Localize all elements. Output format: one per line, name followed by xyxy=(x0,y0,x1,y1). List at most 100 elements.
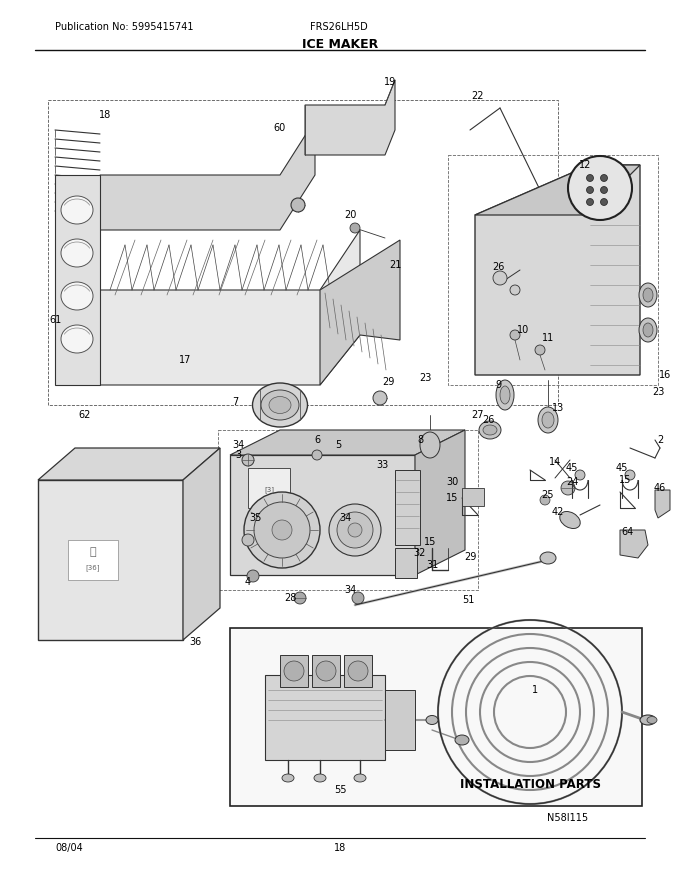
Ellipse shape xyxy=(269,397,291,414)
Text: 27: 27 xyxy=(472,410,484,420)
Text: 15: 15 xyxy=(619,475,631,485)
Circle shape xyxy=(352,592,364,604)
Circle shape xyxy=(247,570,259,582)
Text: 46: 46 xyxy=(654,483,666,493)
Text: N58I115: N58I115 xyxy=(547,813,589,823)
Ellipse shape xyxy=(500,386,510,404)
Ellipse shape xyxy=(314,774,326,782)
Text: 45: 45 xyxy=(566,463,578,473)
Polygon shape xyxy=(95,230,360,385)
Bar xyxy=(448,155,658,385)
Text: 18: 18 xyxy=(99,110,111,120)
Polygon shape xyxy=(55,175,100,385)
Text: 31: 31 xyxy=(426,560,438,570)
Bar xyxy=(395,470,420,545)
Ellipse shape xyxy=(483,425,497,435)
Polygon shape xyxy=(620,530,648,558)
Text: ⬜: ⬜ xyxy=(90,547,97,557)
Text: 55: 55 xyxy=(334,785,346,795)
Circle shape xyxy=(600,199,607,206)
Circle shape xyxy=(540,495,550,505)
Ellipse shape xyxy=(643,323,653,337)
Circle shape xyxy=(373,391,387,405)
Ellipse shape xyxy=(479,421,501,439)
Circle shape xyxy=(535,345,545,355)
Polygon shape xyxy=(230,430,465,455)
Bar xyxy=(230,628,642,806)
Ellipse shape xyxy=(647,716,657,723)
Text: 21: 21 xyxy=(389,260,401,270)
Ellipse shape xyxy=(252,383,307,427)
Ellipse shape xyxy=(61,196,93,224)
Text: 14: 14 xyxy=(549,457,561,467)
Circle shape xyxy=(337,512,373,548)
Circle shape xyxy=(493,271,507,285)
Circle shape xyxy=(561,481,575,495)
Text: INSTALLATION PARTS: INSTALLATION PARTS xyxy=(460,779,600,791)
Bar xyxy=(38,480,183,640)
Text: 24: 24 xyxy=(566,477,578,487)
Ellipse shape xyxy=(560,511,580,529)
Text: 12: 12 xyxy=(579,160,591,170)
Circle shape xyxy=(242,454,254,466)
Text: 26: 26 xyxy=(482,415,494,425)
Circle shape xyxy=(242,534,254,546)
Text: 60: 60 xyxy=(274,123,286,133)
Ellipse shape xyxy=(455,735,469,745)
Ellipse shape xyxy=(61,239,93,267)
Text: 26: 26 xyxy=(492,262,504,272)
Bar xyxy=(395,548,417,578)
Circle shape xyxy=(312,450,322,460)
Circle shape xyxy=(586,187,594,194)
Text: 19: 19 xyxy=(384,77,396,87)
Ellipse shape xyxy=(542,412,554,428)
Text: 28: 28 xyxy=(284,593,296,603)
Text: 4: 4 xyxy=(245,577,251,587)
Bar xyxy=(462,488,484,506)
Text: 18: 18 xyxy=(334,843,346,853)
Bar xyxy=(248,468,290,508)
Bar xyxy=(312,655,340,687)
Text: 34: 34 xyxy=(232,440,244,450)
Ellipse shape xyxy=(61,325,93,353)
Polygon shape xyxy=(183,448,220,640)
Circle shape xyxy=(625,470,635,480)
Circle shape xyxy=(600,187,607,194)
Text: 11: 11 xyxy=(542,333,554,343)
Bar xyxy=(385,690,415,750)
Text: [3]: [3] xyxy=(264,487,274,494)
Text: 23: 23 xyxy=(419,373,431,383)
Text: 15: 15 xyxy=(424,537,436,547)
Polygon shape xyxy=(38,448,220,480)
Text: 51: 51 xyxy=(462,595,474,605)
Text: 6: 6 xyxy=(314,435,320,445)
Ellipse shape xyxy=(639,283,657,307)
Ellipse shape xyxy=(640,715,656,725)
Bar xyxy=(344,655,372,687)
Circle shape xyxy=(510,285,520,295)
Ellipse shape xyxy=(538,407,558,433)
Circle shape xyxy=(254,502,310,558)
Circle shape xyxy=(568,156,632,220)
Polygon shape xyxy=(320,240,400,385)
Text: 34: 34 xyxy=(339,513,351,523)
Ellipse shape xyxy=(420,432,440,458)
Circle shape xyxy=(575,470,585,480)
Circle shape xyxy=(244,492,320,568)
Text: 25: 25 xyxy=(542,490,554,500)
Polygon shape xyxy=(655,490,670,518)
Circle shape xyxy=(510,330,520,340)
Text: FRS26LH5D: FRS26LH5D xyxy=(310,22,368,32)
Circle shape xyxy=(348,523,362,537)
Text: 5: 5 xyxy=(335,440,341,450)
Text: 29: 29 xyxy=(381,377,394,387)
Text: 8: 8 xyxy=(417,435,423,445)
Text: 64: 64 xyxy=(622,527,634,537)
Text: 10: 10 xyxy=(517,325,529,335)
Circle shape xyxy=(291,198,305,212)
Ellipse shape xyxy=(61,282,93,310)
Ellipse shape xyxy=(426,715,438,724)
Circle shape xyxy=(586,199,594,206)
Text: Publication No: 5995415741: Publication No: 5995415741 xyxy=(55,22,194,32)
Text: 45: 45 xyxy=(616,463,628,473)
